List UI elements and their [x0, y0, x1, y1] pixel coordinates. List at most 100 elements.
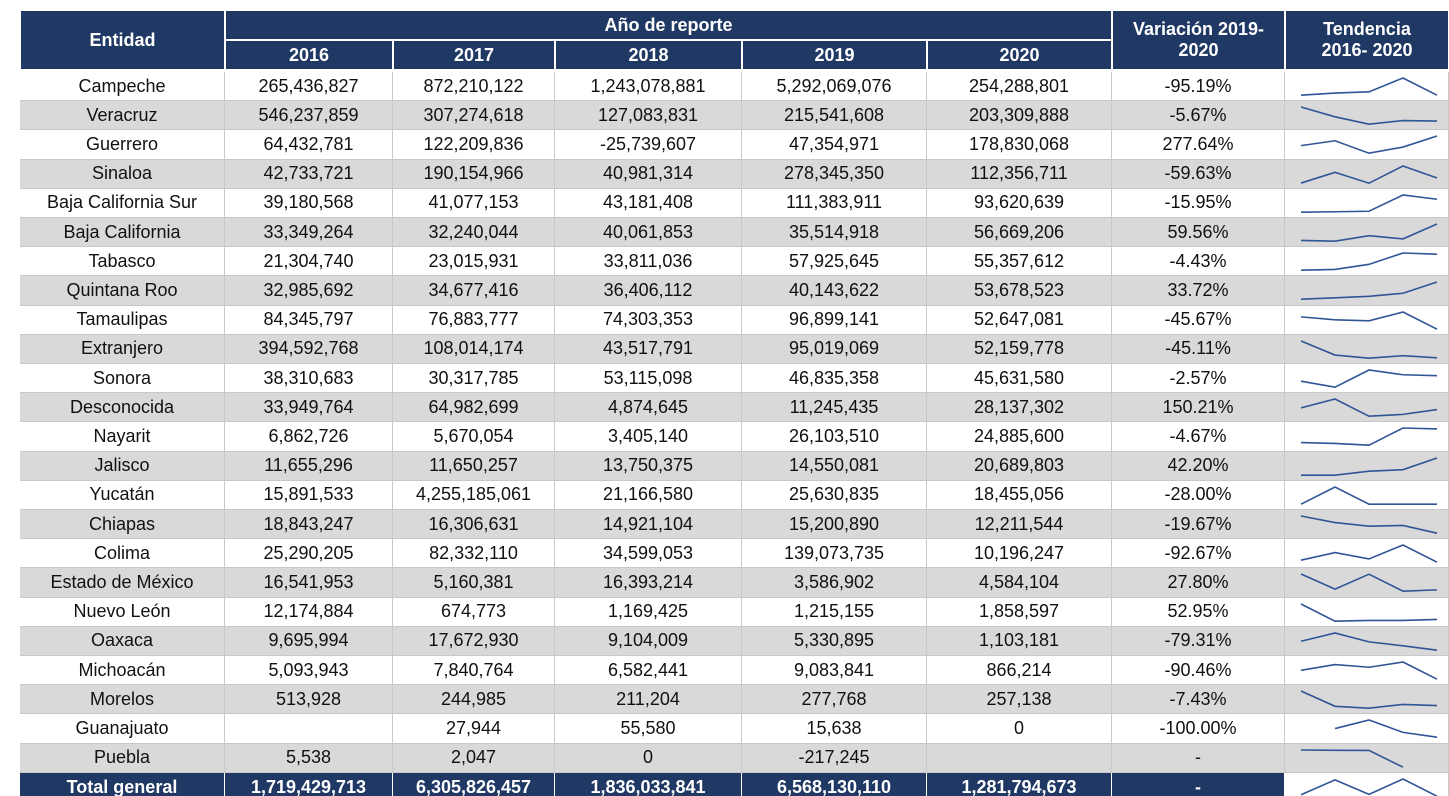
trend-cell — [1285, 743, 1449, 773]
value-cell: 16,541,953 — [225, 568, 393, 598]
sparkline-line — [1300, 193, 1438, 213]
entity-cell: Tabasco — [20, 247, 225, 277]
value-cell: 16,306,631 — [393, 510, 555, 540]
variation-cell: 33.72% — [1112, 276, 1285, 306]
sparkline — [1300, 661, 1438, 680]
value-cell: 17,672,930 — [393, 626, 555, 656]
header-year-group: Año de reporte — [225, 10, 1112, 40]
value-cell: 28,137,302 — [927, 393, 1112, 423]
entity-cell: Baja California — [20, 218, 225, 248]
entity-cell: Quintana Roo — [20, 276, 225, 306]
value-cell: -25,739,607 — [555, 130, 742, 160]
trend-cell — [1285, 276, 1449, 306]
value-cell — [225, 714, 393, 744]
sparkline-line — [1300, 456, 1438, 476]
entity-cell: Sinaloa — [20, 159, 225, 189]
value-cell: 42,733,721 — [225, 159, 393, 189]
value-cell: 34,599,053 — [555, 539, 742, 569]
value-cell: 26,103,510 — [742, 422, 927, 452]
value-cell: 1,719,429,713 — [225, 772, 393, 796]
sparkline — [1300, 690, 1438, 710]
entity-cell: Colima — [20, 539, 225, 569]
value-cell: 278,345,350 — [742, 159, 927, 189]
entity-cell: Veracruz — [20, 101, 225, 131]
value-cell: 11,245,435 — [742, 393, 927, 423]
variation-cell: -15.95% — [1112, 188, 1285, 218]
sparkline — [1300, 164, 1438, 184]
sparkline — [1300, 281, 1438, 301]
value-cell: 866,214 — [927, 656, 1112, 686]
trend-cell — [1285, 393, 1449, 423]
value-cell: 244,985 — [393, 685, 555, 715]
variation-cell: 59.56% — [1112, 218, 1285, 248]
value-cell: 1,243,078,881 — [555, 72, 742, 102]
value-cell: 55,580 — [555, 714, 742, 744]
value-cell: 18,455,056 — [927, 480, 1112, 510]
value-cell: 5,670,054 — [393, 422, 555, 452]
value-cell: 39,180,568 — [225, 188, 393, 218]
value-cell: 254,288,801 — [927, 72, 1112, 102]
value-cell: 30,317,785 — [393, 364, 555, 394]
sparkline-line — [1300, 748, 1404, 768]
sparkline — [1300, 631, 1438, 651]
value-cell: 1,858,597 — [927, 597, 1112, 627]
sparkline — [1300, 573, 1438, 593]
trend-cell — [1285, 334, 1449, 364]
header-entity: Entidad — [20, 10, 225, 70]
value-cell: 215,541,608 — [742, 101, 927, 131]
sparkline-line — [1300, 135, 1438, 155]
value-cell: 265,436,827 — [225, 72, 393, 102]
value-cell: 24,885,600 — [927, 422, 1112, 452]
value-cell: 74,303,353 — [555, 305, 742, 335]
sparkline-line — [1300, 340, 1438, 359]
sparkline-line — [1300, 544, 1438, 564]
value-cell: 4,255,185,061 — [393, 480, 555, 510]
value-cell: 2,047 — [393, 743, 555, 773]
value-cell: 1,281,794,673 — [927, 772, 1112, 796]
sparkline — [1300, 340, 1438, 359]
value-cell: 139,073,735 — [742, 539, 927, 569]
value-cell: 14,550,081 — [742, 451, 927, 481]
value-cell: 4,584,104 — [927, 568, 1112, 598]
value-cell: 21,166,580 — [555, 480, 742, 510]
value-cell: 6,568,130,110 — [742, 772, 927, 796]
entity-cell: Nuevo León — [20, 597, 225, 627]
sparkline-line — [1300, 631, 1438, 651]
entity-cell: Campeche — [20, 72, 225, 102]
sparkline-line — [1300, 573, 1438, 593]
value-cell: 5,093,943 — [225, 656, 393, 686]
value-cell: 1,103,181 — [927, 626, 1112, 656]
value-cell: 64,432,781 — [225, 130, 393, 160]
value-cell: -217,245 — [742, 743, 927, 773]
sparkline — [1300, 398, 1438, 418]
entity-cell: Desconocida — [20, 393, 225, 423]
header-variation: Variación 2019-2020 — [1112, 10, 1285, 70]
header-year: 2017 — [393, 40, 555, 70]
entity-cell: Sonora — [20, 364, 225, 394]
sparkline-line — [1300, 252, 1438, 272]
sparkline-line — [1300, 281, 1438, 301]
value-cell: 35,514,918 — [742, 218, 927, 248]
value-cell: 40,981,314 — [555, 159, 742, 189]
value-cell: 1,215,155 — [742, 597, 927, 627]
value-cell: 190,154,966 — [393, 159, 555, 189]
value-cell: 394,592,768 — [225, 334, 393, 364]
value-cell: 112,356,711 — [927, 159, 1112, 189]
value-cell: 15,200,890 — [742, 510, 927, 540]
entity-cell: Chiapas — [20, 510, 225, 540]
variation-cell: -28.00% — [1112, 480, 1285, 510]
value-cell: 6,305,826,457 — [393, 772, 555, 796]
entity-cell: Yucatán — [20, 480, 225, 510]
sparkline-line — [1300, 164, 1438, 184]
value-cell: 513,928 — [225, 685, 393, 715]
variation-cell: 27.80% — [1112, 568, 1285, 598]
sparkline — [1334, 719, 1438, 739]
sparkline-line — [1300, 602, 1438, 622]
value-cell: 108,014,174 — [393, 334, 555, 364]
variation-cell: 52.95% — [1112, 597, 1285, 627]
variation-cell: -59.63% — [1112, 159, 1285, 189]
value-cell: 52,647,081 — [927, 305, 1112, 335]
value-cell: 3,586,902 — [742, 568, 927, 598]
value-cell: 0 — [927, 714, 1112, 744]
